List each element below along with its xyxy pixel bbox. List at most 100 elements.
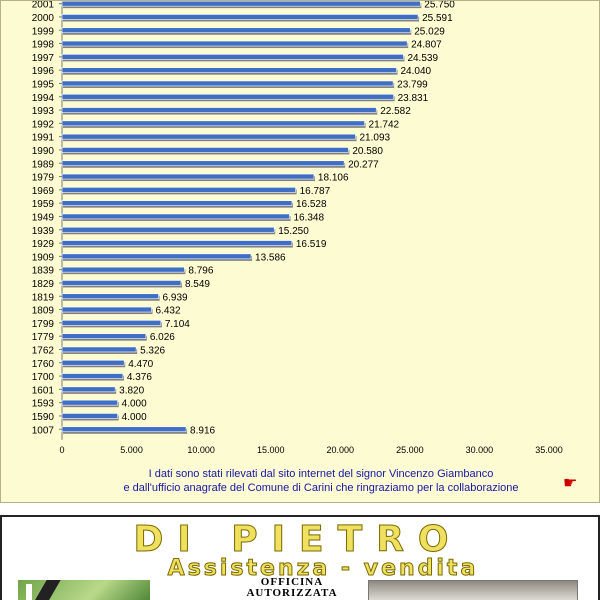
bar [61,373,124,379]
bar [61,187,296,193]
bar [61,147,349,153]
y-tick-label: 1994 [32,93,55,104]
bar [61,333,147,339]
y-tick-label: 1819 [32,292,55,303]
y-tick-label: 1949 [32,212,55,223]
ad-stamp-line-2: AUTORIZZATA [246,587,338,599]
bar [61,280,182,286]
data-label: 13.586 [255,252,286,263]
bar [61,107,377,113]
y-tick-label: 1760 [32,359,55,370]
bar [61,14,419,20]
bar [61,54,404,60]
y-tick-label: 1969 [32,186,55,197]
data-label: 6.432 [155,306,180,317]
bar [61,306,152,313]
bar [61,413,118,419]
advertisement-banner[interactable]: DI PIETRO Assistenza - vendita OFFICINA … [0,515,600,600]
y-tick-label: 1700 [32,372,55,383]
data-label: 20.580 [352,146,383,157]
ad-photo-left [18,580,150,600]
y-tick-label: 1593 [32,399,55,410]
bar [61,80,394,87]
ad-photo-right [368,580,578,600]
data-label: 8.916 [190,425,215,436]
data-label: 21.093 [359,133,390,144]
y-tick-label: 1939 [32,226,55,237]
bar [61,226,275,233]
y-tick-label: 1779 [32,332,55,343]
x-tick-label: 15.000 [257,445,285,455]
data-label: 23.799 [397,79,428,90]
data-label: 6.026 [150,332,175,343]
data-label: 24.539 [407,53,438,64]
y-tick-label: 2001 [32,1,55,11]
bar [61,27,411,34]
y-tick-label: 1997 [32,53,55,64]
ad-stamp-line-1: OFFICINA [260,576,324,588]
ad-subtitle: Assistenza - vendita [167,556,479,581]
y-tick-label: 1993 [32,106,55,117]
data-label: 4.470 [128,359,153,370]
bar [61,359,125,366]
data-label: 3.820 [119,385,144,396]
y-tick-label: 1929 [32,239,55,250]
data-label: 4.000 [122,399,147,410]
bar [61,320,162,326]
y-tick-label: 1995 [32,79,55,90]
data-label: 4.376 [127,372,152,383]
y-tick-label: 2000 [32,13,55,24]
y-tick-label: 1996 [32,66,55,77]
bar [61,40,408,47]
data-label: 22.582 [380,106,411,117]
data-label: 8.796 [188,266,213,277]
y-tick-label: 1007 [32,425,55,436]
bar [61,67,397,73]
bar [61,1,421,7]
population-bar-chart: 2001 25.750 2000 25.591 1999 25.029 1998 24.807… [32,1,563,455]
bar [61,346,137,353]
data-label: 5.326 [140,345,165,356]
y-tick-label: 1991 [32,133,55,144]
data-label: 20.277 [348,159,379,170]
data-label: 15.250 [278,226,309,237]
bar [61,240,293,246]
data-label: 25.591 [422,13,453,24]
data-label: 23.831 [398,93,429,104]
footnote-line-1: I dati sono stati rilevati dal sito inte… [148,468,494,480]
bar [61,160,345,167]
data-label: 6.939 [163,292,188,303]
x-tick-label: 25.000 [396,445,424,455]
data-label: 8.549 [185,279,210,290]
data-label: 25.029 [414,26,445,37]
y-tick-label: 1998 [32,40,55,51]
x-tick-label: 5.000 [120,445,143,455]
bar [61,293,159,300]
data-label: 7.104 [165,319,190,330]
data-label: 16.519 [296,239,327,250]
x-tick-label: 30.000 [466,445,494,455]
bar [61,426,187,433]
bar [61,93,394,100]
data-label: 24.807 [411,40,442,51]
data-label: 16.528 [296,199,327,210]
y-tick-label: 1601 [32,385,55,396]
bar [61,133,356,140]
y-tick-label: 1989 [32,159,55,170]
x-tick-label: 20.000 [327,445,355,455]
bar [61,253,252,260]
bar [61,173,315,180]
chart-panel: 2001 25.750 2000 25.591 1999 25.029 1998 24.807… [0,0,600,503]
y-tick-label: 1839 [32,266,55,277]
bar [61,266,185,273]
bar [61,120,365,127]
data-label: 25.750 [424,1,455,11]
y-tick-label: 1959 [32,199,55,210]
data-label: 4.000 [122,412,147,423]
y-tick-label: 1809 [32,306,55,317]
y-tick-label: 1992 [32,119,55,130]
bar [61,200,293,206]
y-tick-label: 1999 [32,26,55,37]
footnote-line-2: e dall'ufficio anagrafe del Comune di Ca… [123,482,519,494]
y-tick-label: 1990 [32,146,55,157]
